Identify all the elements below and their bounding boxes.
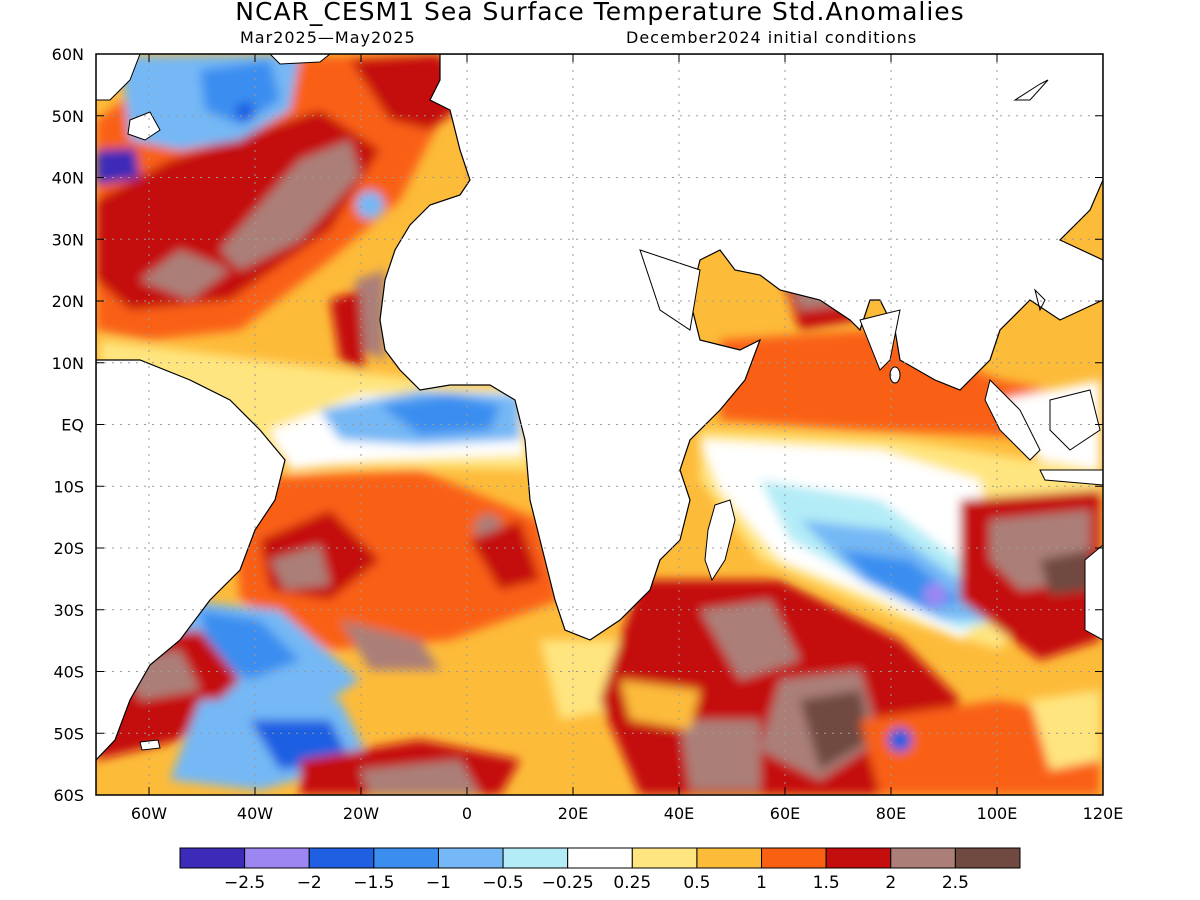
colorbar-label: −2 — [297, 873, 322, 893]
map-title: NCAR_CESM1 Sea Surface Temperature Std.A… — [235, 0, 965, 26]
latitude-label: 20S — [53, 539, 84, 558]
colorbar-swatch — [437, 847, 504, 869]
longitude-label: 100E — [977, 804, 1018, 823]
forecast-period: Mar2025—May2025 — [240, 28, 416, 47]
colorbar-swatch — [308, 847, 375, 869]
latitude-label: 30S — [53, 601, 84, 620]
colorbar-swatch — [631, 847, 698, 869]
latitude-label: 50S — [53, 724, 84, 743]
colorbar-swatch — [696, 847, 763, 869]
colorbar-swatch — [179, 847, 246, 869]
colorbar-label: 0.5 — [683, 873, 710, 893]
colorbar-swatch — [825, 847, 892, 869]
colorbar-label: −1 — [426, 873, 451, 893]
colorbar-label: 1.5 — [813, 873, 840, 893]
latitude-label: 60N — [52, 45, 84, 64]
colorbar-swatch — [567, 847, 633, 869]
latitude-label: 40N — [52, 169, 84, 188]
colorbar-label: 1 — [756, 873, 767, 893]
colorbar-label: −0.5 — [482, 873, 523, 893]
latitude-label: 20N — [52, 292, 84, 311]
colorbar-label: −2.5 — [224, 873, 265, 893]
latitude-axis: 60N 50N 40N 30N 20N 10N EQ 10S 20S 30S 40S 50S 60S — [52, 45, 1103, 805]
longitude-axis: 60W 40W 20W 0 20E 40E 60E 80E 100E 120E — [131, 54, 1123, 823]
colorbar-swatch — [244, 847, 310, 869]
latitude-label: 50N — [52, 107, 84, 126]
latitude-label: 10S — [53, 477, 84, 496]
longitude-label: 60E — [770, 804, 800, 823]
longitude-label: 60W — [131, 804, 167, 823]
longitude-label: 80E — [876, 804, 906, 823]
latitude-label: 10N — [52, 354, 84, 373]
initial-conditions: December2024 initial conditions — [626, 28, 918, 47]
colorbar-swatch — [373, 847, 439, 869]
colorbar-label: −1.5 — [353, 873, 394, 893]
longitude-label: 120E — [1083, 804, 1124, 823]
latitude-label: 60S — [53, 786, 84, 805]
latitude-label: EQ — [61, 416, 84, 435]
colorbar-label: −0.25 — [542, 873, 594, 893]
latitude-label: 30N — [52, 230, 84, 249]
longitude-label: 0 — [462, 804, 472, 823]
colorbar-label: 2 — [885, 873, 896, 893]
colorbar-swatch — [761, 847, 827, 869]
colorbar-swatch — [954, 847, 1021, 869]
colorbar-label: 0.25 — [613, 873, 651, 893]
longitude-label: 40W — [237, 804, 273, 823]
colorbar: −2.5 −2 −1.5 −1 −0.5 −0.25 0.25 0.5 1 1.5 2 2.5 — [179, 847, 1021, 893]
longitude-label: 40E — [664, 804, 694, 823]
colorbar-swatch — [890, 847, 956, 869]
land-mask — [96, 54, 1103, 761]
colorbar-label: 2.5 — [942, 873, 969, 893]
graticule — [96, 54, 1103, 795]
longitude-label: 20W — [343, 804, 379, 823]
colorbar-swatch — [502, 847, 569, 869]
latitude-label: 40S — [53, 663, 84, 682]
longitude-label: 20E — [558, 804, 588, 823]
